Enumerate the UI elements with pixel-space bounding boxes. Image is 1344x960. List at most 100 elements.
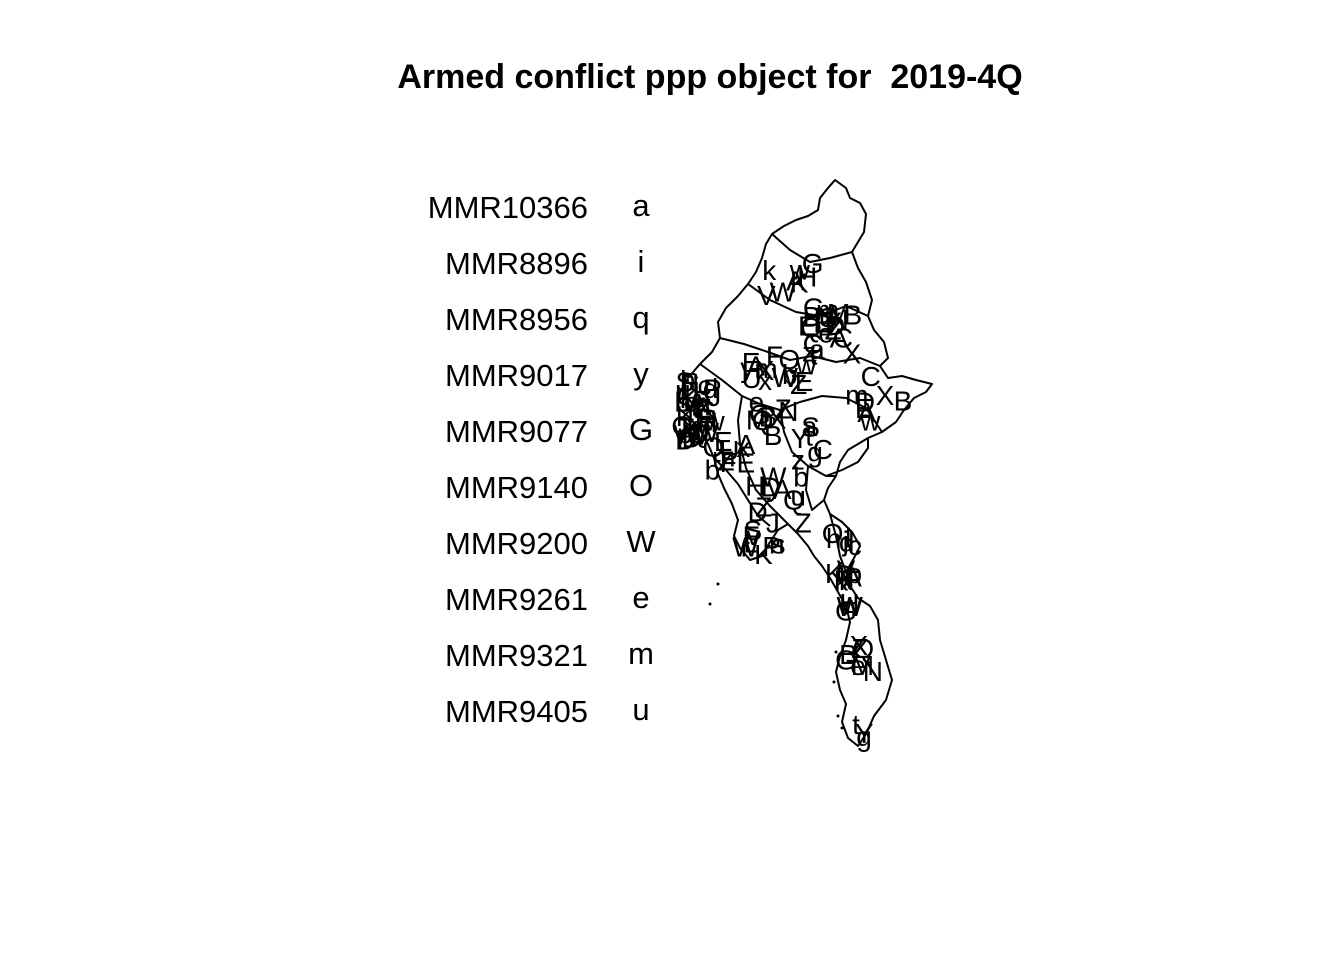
event-mark: Z <box>851 633 868 664</box>
event-mark: Z <box>755 491 772 522</box>
event-mark: D <box>825 310 845 341</box>
event-mark: h <box>680 365 696 396</box>
event-mark: t <box>852 709 860 740</box>
event-mark: A <box>747 351 766 382</box>
event-mark: B <box>764 420 783 451</box>
event-mark: f <box>681 369 689 400</box>
legend-id: MMR9140 <box>445 470 588 505</box>
state-border <box>825 438 869 477</box>
event-mark: s <box>677 386 691 417</box>
event-mark: J <box>766 507 780 538</box>
event-mark: B <box>894 386 913 417</box>
legend-mark: O <box>628 468 654 503</box>
event-mark: z <box>791 445 805 476</box>
event-mark: Z <box>795 507 812 538</box>
event-mark: E <box>714 426 733 457</box>
island <box>834 650 838 654</box>
event-mark: Y <box>855 718 874 749</box>
event-mark: S <box>743 515 762 546</box>
event-mark: g <box>807 436 823 467</box>
event-mark: G <box>835 595 857 626</box>
legend-id: MMR9261 <box>445 582 588 617</box>
islands <box>708 582 844 730</box>
event-mark: J <box>707 381 721 412</box>
event-mark: E <box>795 366 814 397</box>
event-mark: b <box>705 455 721 486</box>
event-mark: M <box>827 298 850 329</box>
event-mark: l <box>696 390 702 421</box>
event-mark: D <box>675 424 695 455</box>
event-mark: u <box>790 481 806 512</box>
state-border <box>829 513 847 573</box>
event-mark: G <box>695 395 717 426</box>
event-mark: x <box>736 432 750 463</box>
event-mark: l <box>845 523 851 554</box>
event-mark: E <box>855 393 874 424</box>
event-mark: H <box>839 588 859 619</box>
event-mark: Z <box>824 314 841 345</box>
event-mark: R <box>834 564 854 595</box>
event-mark: Z <box>718 445 735 476</box>
event-mark: N <box>778 396 798 427</box>
event-mark: W <box>770 276 797 307</box>
event-mark: W <box>836 591 863 622</box>
state-border <box>747 283 869 317</box>
event-mark: C <box>813 434 833 465</box>
state-border <box>699 363 883 433</box>
event-mark: w <box>789 254 811 285</box>
event-mark: t <box>805 421 813 452</box>
event-mark: D <box>855 386 875 417</box>
event-mark: Y <box>791 423 810 454</box>
event-mark: y <box>740 352 754 383</box>
event-mark: X <box>756 355 775 386</box>
island <box>716 582 720 586</box>
event-mark: e <box>850 650 866 681</box>
legend-id: MMR9077 <box>445 414 588 449</box>
plot-title: Armed conflict ppp object for 2019-4Q <box>397 58 1023 96</box>
event-mark: I <box>838 565 846 596</box>
event-mark: B <box>839 639 858 670</box>
event-mark: g <box>820 302 836 333</box>
event-mark: W <box>772 362 799 393</box>
event-mark: W <box>732 532 759 563</box>
event-mark: K <box>681 415 700 446</box>
event-mark: C <box>803 329 823 360</box>
event-mark: V <box>692 419 711 450</box>
event-mark: E <box>798 311 817 342</box>
event-mark: Q <box>783 485 805 516</box>
event-mark: L <box>692 368 708 399</box>
event-mark: H <box>697 407 717 438</box>
event-mark: G <box>802 248 824 279</box>
event-mark: H <box>797 261 817 292</box>
state-border <box>805 465 825 511</box>
event-mark: C <box>833 323 853 354</box>
event-mark: d <box>703 373 719 404</box>
event-mark: A <box>843 561 862 592</box>
island <box>708 602 712 606</box>
event-mark: z <box>802 336 816 367</box>
event-mark: F <box>766 341 783 372</box>
event-mark: r <box>687 394 696 425</box>
event-mark: G <box>803 293 825 324</box>
legend-mark: i <box>637 244 645 279</box>
event-mark: D <box>747 496 767 527</box>
event-mark: k <box>762 255 777 286</box>
event-mark: C <box>861 361 881 392</box>
event-mark: V <box>757 280 776 311</box>
event-mark: U <box>719 435 739 466</box>
event-mark: F <box>680 367 697 398</box>
legend-id: MMR9405 <box>445 694 588 729</box>
legend-mark: G <box>628 412 654 447</box>
event-mark: t <box>810 339 818 370</box>
event-mark: a <box>809 334 825 365</box>
event-mark: m <box>845 379 868 410</box>
event-mark: G <box>835 645 857 676</box>
event-mark: w <box>795 350 817 381</box>
event-mark: X <box>849 630 868 661</box>
event-mark: v <box>683 383 697 414</box>
event-mark: j <box>842 526 849 557</box>
event-mark: M <box>746 404 769 435</box>
event-mark: Q <box>779 344 801 375</box>
event-mark: D <box>681 422 701 453</box>
